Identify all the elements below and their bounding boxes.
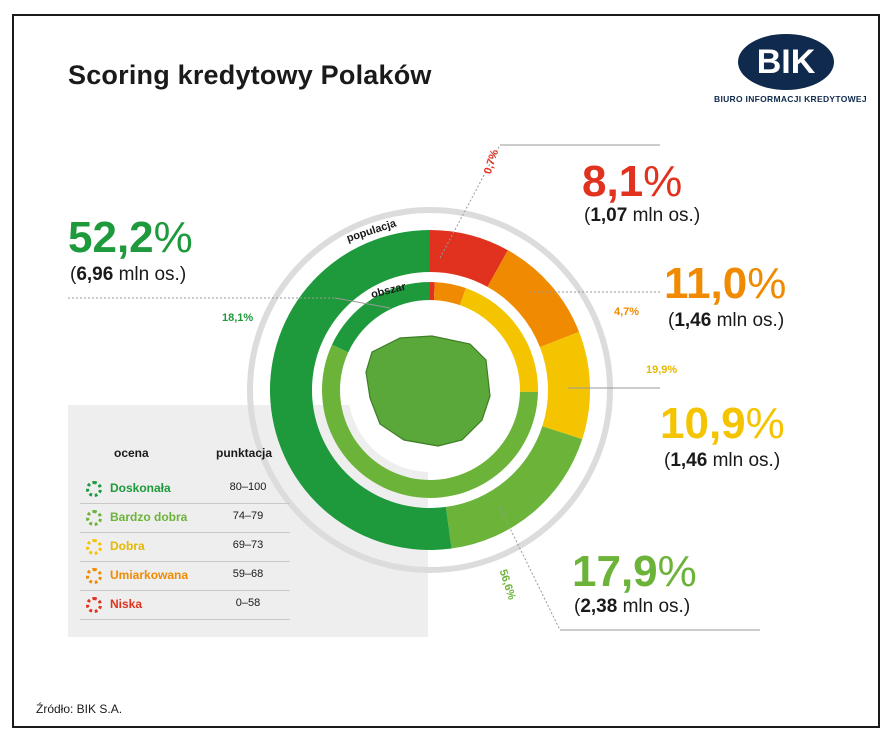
- ring-obszar-slice-niska: [430, 282, 435, 301]
- legend-row-name: Niska: [110, 597, 143, 611]
- stat-umiarkowana-pct: 11,0%: [664, 262, 786, 306]
- legend-row-dobra: Dobra 69–73: [80, 532, 290, 562]
- ring-populacja-slice-umiarkowana: [487, 250, 580, 348]
- ring-populacja-slice-niska: [430, 230, 508, 287]
- leader-line: [499, 507, 561, 631]
- stat-bardzo-dobra-unit: mln os.: [622, 596, 684, 617]
- stat-niska-value: 8,1: [582, 157, 644, 206]
- stat-niska-count-value: 1,07: [590, 205, 628, 226]
- stat-doskonala-suffix: %: [153, 213, 193, 262]
- bik-logo-subtitle: BIURO INFORMACJI KREDYTOWEJ: [714, 94, 867, 104]
- score-dot-icon: [86, 481, 102, 497]
- stat-bardzo-dobra-count: (2,38 mln os.): [574, 596, 691, 617]
- stat-umiarkowana-unit: mln os.: [716, 310, 778, 331]
- stat-niska-count: (1,07 mln os.): [584, 205, 701, 226]
- legend-row-niska: Niska 0–58: [80, 590, 290, 620]
- stat-dobra-unit: mln os.: [712, 450, 774, 471]
- bik-logo: BIK: [738, 34, 834, 90]
- area-label-doskonala: 18,1%: [222, 312, 254, 324]
- stat-dobra-value: 10,9: [660, 399, 746, 448]
- ring-obszar-slice-bardzo-dobra: [322, 344, 538, 498]
- leader-line: [334, 297, 391, 309]
- stat-umiarkowana-value: 11,0: [664, 259, 748, 308]
- stat-doskonala-unit: mln os.: [118, 264, 180, 285]
- stat-doskonala-value: 52,2: [68, 213, 154, 262]
- stat-dobra-count: (1,46 mln os.): [664, 450, 781, 471]
- ring-populacja-slice-doskonała: [270, 230, 452, 550]
- stat-doskonala-count-value: 6,96: [76, 264, 114, 285]
- ring-populacja-slice-bardzo-dobra: [445, 426, 583, 549]
- ring-populacja-slice-dobra: [539, 331, 590, 440]
- legend-row-umiarkowana: Umiarkowana 59–68: [80, 561, 290, 591]
- stat-dobra-suffix: %: [745, 399, 785, 448]
- stat-bardzo-dobra-suffix: %: [657, 547, 697, 596]
- legend-row-name: Bardzo dobra: [110, 510, 188, 524]
- score-dot-icon: [86, 539, 102, 555]
- legend-row-range: 80–100: [229, 481, 267, 493]
- ring-obszar-slice-umiarkowana: [433, 282, 466, 306]
- stat-bardzo-dobra-value: 17,9: [572, 547, 658, 596]
- area-label-dobra: 19,9%: [646, 364, 678, 376]
- legend-row-name: Umiarkowana: [110, 568, 189, 582]
- stat-dobra-pct: 10,9%: [660, 402, 785, 446]
- stat-niska-unit: mln os.: [632, 205, 694, 226]
- legend-row-range: 59–68: [232, 568, 264, 580]
- source-note: Źródło: BIK S.A.: [36, 702, 123, 716]
- legend-row-name: Dobra: [110, 539, 145, 553]
- legend-row-doskonala: Doskonała 80–100: [80, 474, 290, 504]
- stat-doskonala-pct: 52,2%: [68, 216, 193, 260]
- legend-row-bardzo-dobra: Bardzo dobra 74–79: [80, 503, 290, 533]
- legend-header-ocena: ocena: [114, 446, 149, 460]
- page-title: Scoring kredytowy Polaków: [68, 60, 432, 90]
- stat-bardzo-dobra-count-value: 2,38: [580, 596, 618, 617]
- stat-niska-pct: 8,1%: [582, 160, 682, 204]
- score-dot-icon: [86, 568, 102, 584]
- stat-dobra-count-value: 1,46: [670, 450, 708, 471]
- ring-obszar-slice-dobra: [459, 288, 539, 393]
- leader-line: [439, 144, 501, 259]
- stat-bardzo-dobra-pct: 17,9%: [572, 550, 697, 594]
- stat-umiarkowana-count-value: 1,46: [674, 310, 712, 331]
- stat-doskonala-count: (6,96 mln os.): [70, 264, 187, 285]
- score-dot-icon: [86, 597, 102, 613]
- stat-umiarkowana-suffix: %: [747, 259, 787, 308]
- legend-row-range: 69–73: [232, 539, 264, 551]
- poland-map-icon: [365, 335, 491, 447]
- stat-umiarkowana-count: (1,46 mln os.): [668, 310, 785, 331]
- ring-obszar-slice-doskonała: [331, 282, 430, 353]
- decor-track-outer: [247, 207, 613, 573]
- legend-row-range: 74–79: [232, 510, 264, 522]
- legend-row-name: Doskonała: [110, 481, 171, 495]
- area-label-umiarkowana: 4,7%: [614, 306, 640, 318]
- legend-row-range: 0–58: [235, 597, 261, 609]
- legend-header-punktacja: punktacja: [216, 446, 273, 460]
- score-dot-icon: [86, 510, 102, 526]
- stat-niska-suffix: %: [643, 157, 683, 206]
